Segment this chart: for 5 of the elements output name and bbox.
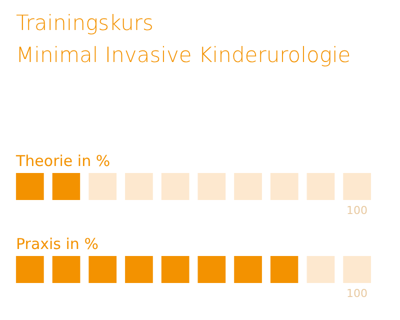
annotation: 100 — [346, 204, 368, 217]
y-tick-label: Praxis in % — [16, 235, 98, 253]
chart-title: Trainingskurs Minimal Invasive Kinderurologie — [16, 11, 351, 67]
text: 100 — [346, 287, 368, 300]
y-tick-label: Theorie in % — [15, 152, 110, 170]
